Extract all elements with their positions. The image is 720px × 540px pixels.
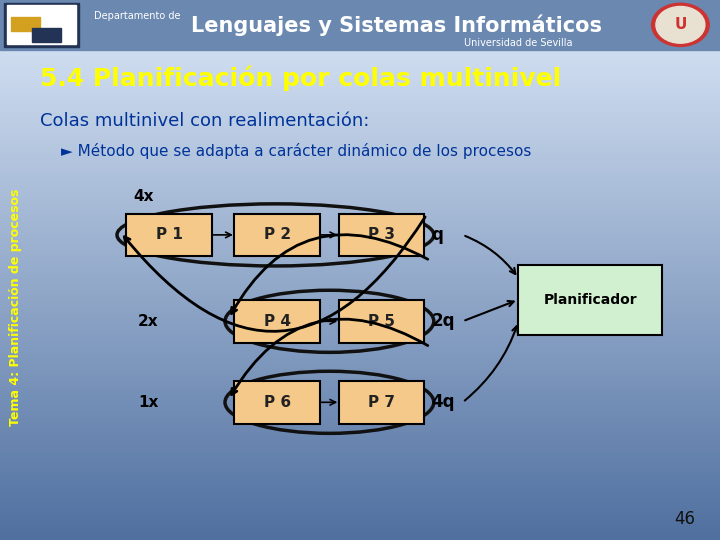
Text: P 7: P 7 [368,395,395,410]
Bar [4,3,79,47]
Text: 5.4 Planificación por colas multinivel: 5.4 Planificación por colas multinivel [40,65,561,91]
Circle shape [656,6,705,43]
Text: P 4: P 4 [264,314,291,329]
Bar [11,17,40,31]
Text: P 1: P 1 [156,227,183,242]
Text: 2q: 2q [432,312,455,330]
Text: q: q [432,226,444,244]
Bar [0,0,720,50]
Text: 2x: 2x [138,314,158,329]
Bar [7,5,76,44]
Text: 4q: 4q [432,393,455,411]
Bar [32,28,61,42]
Text: Departamento de: Departamento de [94,11,180,21]
FancyBboxPatch shape [235,381,320,423]
Text: 4x: 4x [133,188,153,204]
Circle shape [652,3,709,46]
Text: Lenguajes y Sistemas Informáticos: Lenguajes y Sistemas Informáticos [191,15,601,36]
Text: Universidad de Sevilla: Universidad de Sevilla [464,38,572,48]
FancyBboxPatch shape [339,214,425,256]
FancyBboxPatch shape [235,214,320,256]
Text: Planificador: Planificador [544,293,637,307]
Text: ► Método que se adapta a carácter dinámico de los procesos: ► Método que se adapta a carácter dinámi… [61,143,531,159]
Bar [518,265,662,335]
Text: P 6: P 6 [264,395,291,410]
Text: P 2: P 2 [264,227,291,242]
Text: U: U [674,17,687,32]
FancyBboxPatch shape [235,300,320,342]
Text: P 3: P 3 [368,227,395,242]
Text: 1x: 1x [138,395,158,410]
Text: Colas multinivel con realimentación:: Colas multinivel con realimentación: [40,112,369,131]
Text: P 5: P 5 [368,314,395,329]
FancyBboxPatch shape [339,381,425,423]
FancyBboxPatch shape [127,214,212,256]
FancyBboxPatch shape [339,300,425,342]
Text: Tema 4: Planificación de procesos: Tema 4: Planificación de procesos [9,189,22,427]
Text: 46: 46 [674,510,695,528]
